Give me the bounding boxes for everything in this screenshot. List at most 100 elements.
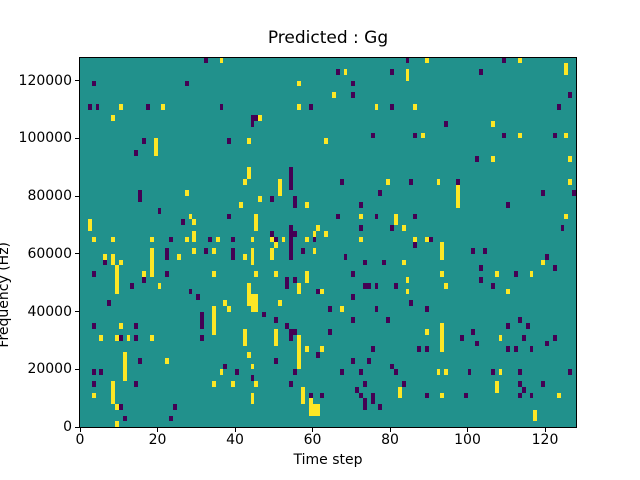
heatmap-cell xyxy=(440,346,445,353)
heatmap-cell xyxy=(91,236,96,243)
heatmap-cell xyxy=(471,248,476,254)
heatmap-cell xyxy=(111,398,115,405)
heatmap-cell xyxy=(374,282,379,289)
heatmap-cell xyxy=(529,271,534,278)
heatmap-cell xyxy=(246,352,251,358)
heatmap-cell xyxy=(250,248,255,254)
heatmap-cell xyxy=(297,103,301,110)
heatmap-cell xyxy=(207,236,212,243)
heatmap-cell xyxy=(149,334,154,341)
heatmap-cell xyxy=(293,369,297,376)
heatmap-cell xyxy=(250,305,255,312)
heatmap-cell xyxy=(165,253,170,260)
heatmap-cell xyxy=(440,242,445,249)
heatmap-cell xyxy=(219,57,224,64)
heatmap-cell xyxy=(556,103,561,110)
heatmap-cell xyxy=(211,271,216,278)
heatmap-cell xyxy=(324,230,328,237)
heatmap-cell xyxy=(250,253,255,260)
heatmap-cell xyxy=(293,329,297,335)
heatmap-cell xyxy=(227,213,232,220)
heatmap-cell xyxy=(297,334,301,341)
heatmap-cell xyxy=(277,184,282,191)
heatmap-cell xyxy=(506,346,511,353)
heatmap-cell xyxy=(293,196,297,202)
heatmap-cell xyxy=(114,271,119,278)
heatmap-cell xyxy=(386,178,390,185)
heatmap-cell xyxy=(238,201,243,208)
y-tick-mark xyxy=(75,195,79,197)
heatmap-cell xyxy=(111,386,115,393)
heatmap-cell xyxy=(393,213,398,220)
heatmap-cell xyxy=(91,392,96,399)
heatmap-cell xyxy=(138,357,142,364)
heatmap-cell xyxy=(483,248,487,254)
heatmap-cell xyxy=(250,300,255,306)
heatmap-cell xyxy=(339,178,344,185)
heatmap-cell xyxy=(118,323,123,329)
heatmap-cell xyxy=(211,248,216,254)
heatmap-cell xyxy=(269,253,274,260)
heatmap-cell xyxy=(250,294,255,301)
heatmap-cell xyxy=(521,386,526,393)
heatmap-cell xyxy=(223,363,228,370)
heatmap-cell xyxy=(281,236,286,243)
heatmap-cell xyxy=(300,386,305,393)
heatmap-cell xyxy=(91,380,96,387)
heatmap-cell xyxy=(409,178,414,185)
heatmap-cell xyxy=(254,305,259,312)
heatmap-cell xyxy=(440,323,445,329)
heatmap-cell xyxy=(529,346,534,353)
heatmap-cell xyxy=(246,173,251,179)
heatmap-cell xyxy=(436,178,441,185)
heatmap-cell xyxy=(440,392,445,399)
heatmap-cell xyxy=(149,259,154,266)
heatmap-cell xyxy=(502,57,507,64)
heatmap-cell xyxy=(246,300,251,306)
heatmap-cell xyxy=(424,329,429,335)
heatmap-cell xyxy=(378,404,383,410)
heatmap-cell xyxy=(165,357,170,364)
heatmap-cell xyxy=(180,219,185,226)
heatmap-cell xyxy=(370,132,375,139)
heatmap-cell xyxy=(87,103,92,110)
x-tick-label: 100 xyxy=(454,432,481,448)
heatmap-cell xyxy=(362,282,367,289)
heatmap-cell xyxy=(401,259,406,266)
heatmap-cell xyxy=(366,357,371,364)
heatmap-cell xyxy=(413,242,418,249)
heatmap-cell xyxy=(405,69,410,75)
heatmap-cell xyxy=(312,230,317,237)
heatmap-cell xyxy=(444,121,449,127)
heatmap-cell xyxy=(242,178,247,185)
heatmap-cell xyxy=(153,138,158,145)
heatmap-cell xyxy=(300,392,305,399)
heatmap-cell xyxy=(304,236,309,243)
x-tick-mark xyxy=(389,427,391,432)
heatmap-cell xyxy=(351,80,356,87)
y-tick-mark xyxy=(75,137,79,139)
heatmap-cell xyxy=(184,190,189,197)
heatmap-cell xyxy=(242,334,247,341)
heatmap-cell xyxy=(359,392,363,399)
heatmap-cell xyxy=(316,288,321,295)
heatmap-cell xyxy=(242,329,247,335)
heatmap-cell xyxy=(204,248,208,254)
heatmap-cell xyxy=(293,277,297,283)
heatmap-cell xyxy=(227,305,232,312)
heatmap-cell xyxy=(165,248,170,254)
heatmap-cell xyxy=(231,248,235,254)
heatmap-cell xyxy=(351,92,356,98)
y-tick-mark xyxy=(75,253,79,255)
heatmap-cell xyxy=(254,225,259,231)
heatmap-cell xyxy=(413,236,418,243)
heatmap-cell xyxy=(351,357,356,364)
heatmap-cell xyxy=(490,121,495,127)
heatmap-cell xyxy=(351,294,356,301)
y-tick-label: 0 xyxy=(63,419,72,436)
heatmap-cell xyxy=(421,132,425,139)
heatmap-cell xyxy=(297,357,301,364)
heatmap-cell xyxy=(498,334,503,341)
heatmap-cell xyxy=(320,288,325,295)
heatmap-cell xyxy=(231,380,235,387)
